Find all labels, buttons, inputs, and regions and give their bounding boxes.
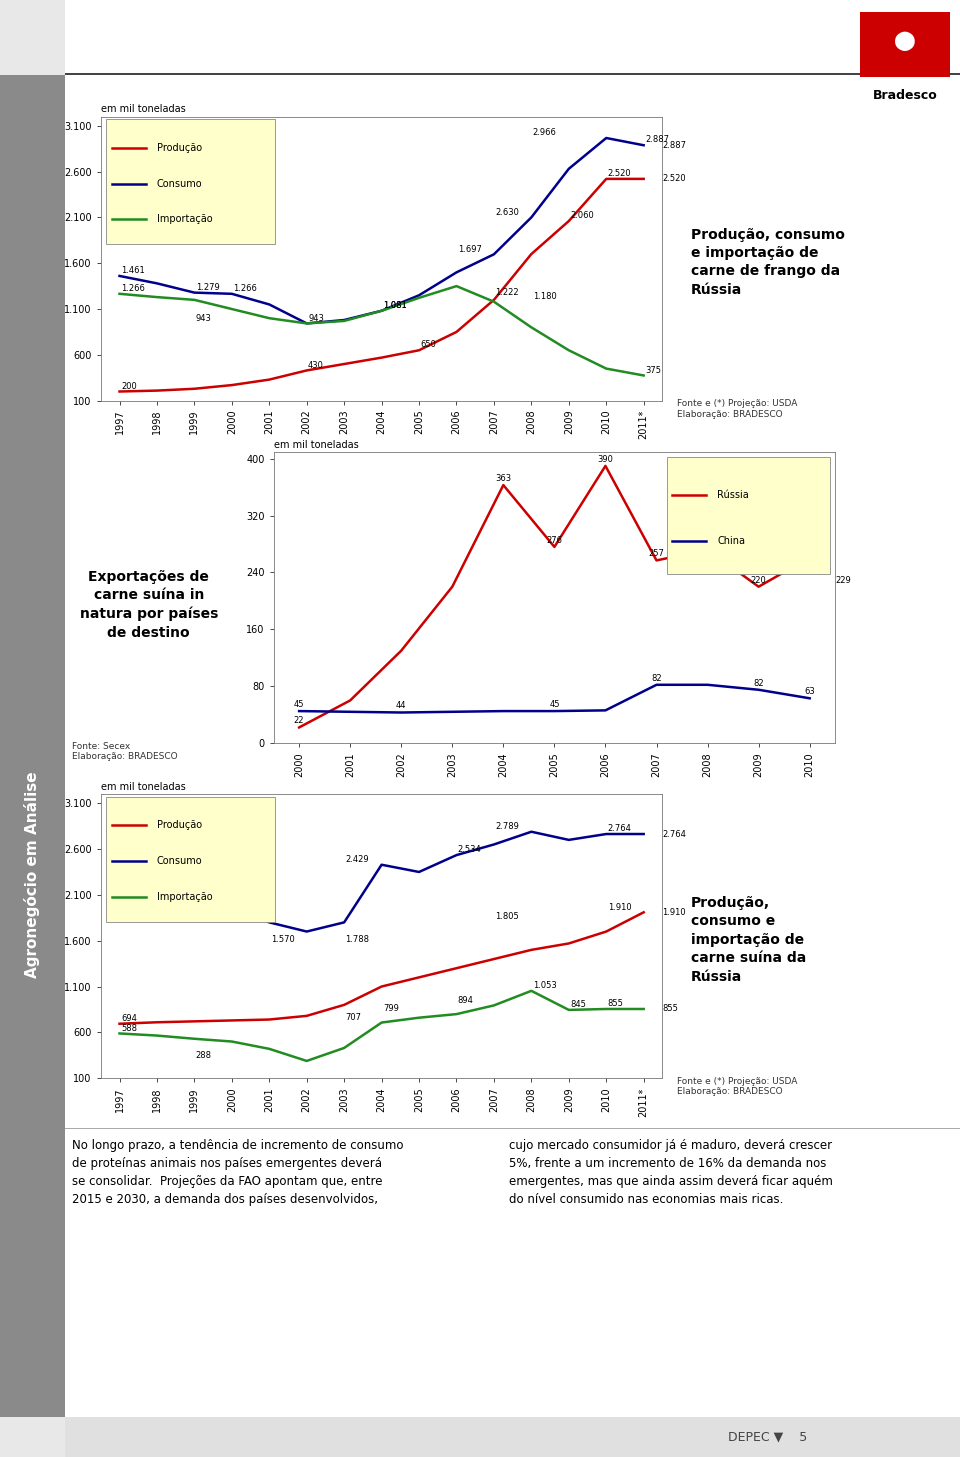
- Text: 1.910: 1.910: [662, 908, 686, 916]
- Text: Agronegócio em Análise: Agronegócio em Análise: [25, 771, 40, 978]
- Text: 2.429: 2.429: [346, 855, 370, 864]
- Text: 1.910: 1.910: [608, 902, 632, 912]
- Text: 2.060: 2.060: [570, 211, 594, 220]
- Text: cujo mercado consumidor já é maduro, deverá crescer
5%, frente a um incremento d: cujo mercado consumidor já é maduro, dev…: [509, 1139, 832, 1206]
- Text: 63: 63: [804, 688, 815, 696]
- Text: 200: 200: [121, 382, 136, 390]
- Text: 1.222: 1.222: [495, 288, 519, 297]
- Text: 694: 694: [121, 1014, 136, 1023]
- Text: Produção,
consumo e
importação de
carne suína da
Rússia: Produção, consumo e importação de carne …: [691, 896, 806, 983]
- Text: 894: 894: [458, 995, 473, 1005]
- Text: 1.180: 1.180: [533, 291, 557, 302]
- Text: 1.788: 1.788: [346, 934, 370, 944]
- Text: 1.081: 1.081: [383, 302, 407, 310]
- Text: Importação: Importação: [156, 892, 212, 902]
- FancyBboxPatch shape: [666, 457, 829, 574]
- Bar: [65, 73, 960, 74]
- Text: 390: 390: [597, 455, 613, 463]
- Text: 82: 82: [651, 673, 661, 683]
- Text: Fonte e (*) Projeção: USDA
Elaboração: BRADESCO: Fonte e (*) Projeção: USDA Elaboração: B…: [677, 1077, 797, 1096]
- Text: 2.887: 2.887: [662, 141, 686, 150]
- Text: 707: 707: [346, 1013, 362, 1021]
- Text: 1.266: 1.266: [233, 284, 257, 293]
- Text: 1.279: 1.279: [196, 283, 220, 291]
- Text: 845: 845: [570, 1000, 586, 1010]
- Text: 855: 855: [608, 1000, 623, 1008]
- Text: Produção: Produção: [156, 820, 203, 830]
- Text: 22: 22: [294, 717, 304, 726]
- Text: China: China: [717, 536, 745, 546]
- Text: 261: 261: [802, 546, 818, 555]
- Text: 1.461: 1.461: [121, 267, 145, 275]
- Text: 44: 44: [396, 701, 406, 710]
- Text: 272: 272: [700, 539, 715, 548]
- Text: 1.081: 1.081: [383, 302, 407, 310]
- Text: Consumo: Consumo: [156, 857, 203, 867]
- FancyBboxPatch shape: [107, 119, 275, 245]
- Text: 229: 229: [835, 576, 851, 584]
- Text: Fonte e (*) Projeção: USDA
Elaboração: BRADESCO: Fonte e (*) Projeção: USDA Elaboração: B…: [677, 399, 797, 418]
- Text: Produção, consumo
e importação de
carne de frango da
Rússia: Produção, consumo e importação de carne …: [691, 227, 845, 297]
- Text: em mil toneladas: em mil toneladas: [101, 105, 185, 115]
- Text: 2.534: 2.534: [458, 845, 482, 854]
- Text: 2.078: 2.078: [196, 887, 220, 896]
- Text: Produção: Produção: [156, 143, 203, 153]
- Text: 650: 650: [420, 341, 436, 350]
- Text: 276: 276: [546, 536, 563, 545]
- Text: 257: 257: [649, 549, 664, 558]
- FancyBboxPatch shape: [107, 797, 275, 922]
- Text: 2.887: 2.887: [645, 136, 669, 144]
- Text: 430: 430: [308, 361, 324, 370]
- Text: 1.697: 1.697: [458, 245, 482, 254]
- Text: Fonte: Secex
Elaboração: BRADESCO: Fonte: Secex Elaboração: BRADESCO: [72, 742, 178, 761]
- Text: 2.764: 2.764: [608, 825, 632, 833]
- Text: 588: 588: [121, 1024, 137, 1033]
- Text: ⬤: ⬤: [894, 32, 916, 51]
- Bar: [860, 12, 950, 77]
- Text: 943: 943: [308, 313, 324, 322]
- Text: Bradesco: Bradesco: [873, 89, 937, 102]
- Text: 2.764: 2.764: [662, 829, 686, 839]
- Text: 45: 45: [294, 699, 304, 710]
- Text: 82: 82: [754, 679, 764, 688]
- Text: 1.053: 1.053: [533, 981, 557, 991]
- Text: Rússia: Rússia: [717, 490, 749, 500]
- Text: 2.520: 2.520: [608, 169, 632, 178]
- Text: 363: 363: [495, 474, 512, 482]
- Text: 45: 45: [549, 699, 560, 710]
- Text: 2.630: 2.630: [495, 207, 519, 217]
- Text: 799: 799: [383, 1004, 398, 1013]
- Text: 943: 943: [196, 313, 211, 322]
- Text: 1.805: 1.805: [495, 912, 519, 921]
- Text: 1.266: 1.266: [121, 284, 145, 293]
- Text: 855: 855: [662, 1004, 679, 1014]
- Text: 2.253: 2.253: [121, 871, 145, 880]
- Text: Consumo: Consumo: [156, 179, 203, 189]
- Text: Importação: Importação: [156, 214, 212, 224]
- Text: 2.520: 2.520: [662, 175, 686, 184]
- Text: DEPEC ▼    5: DEPEC ▼ 5: [729, 1431, 807, 1444]
- Text: 288: 288: [196, 1050, 212, 1061]
- Text: 375: 375: [645, 366, 661, 374]
- Text: 2.789: 2.789: [495, 822, 519, 830]
- Text: Exportações de
carne suína in
natura por países
de destino: Exportações de carne suína in natura por…: [80, 570, 218, 640]
- Bar: [65, 1418, 960, 1457]
- Text: 220: 220: [751, 576, 766, 584]
- Bar: [0, 74, 65, 1418]
- Text: em mil toneladas: em mil toneladas: [274, 440, 358, 450]
- Text: No longo prazo, a tendência de incremento de consumo
de proteínas animais nos pa: No longo prazo, a tendência de increment…: [72, 1139, 403, 1206]
- Text: 1.570: 1.570: [271, 934, 295, 944]
- Text: em mil toneladas: em mil toneladas: [101, 782, 185, 793]
- Text: 2.966: 2.966: [533, 128, 557, 137]
